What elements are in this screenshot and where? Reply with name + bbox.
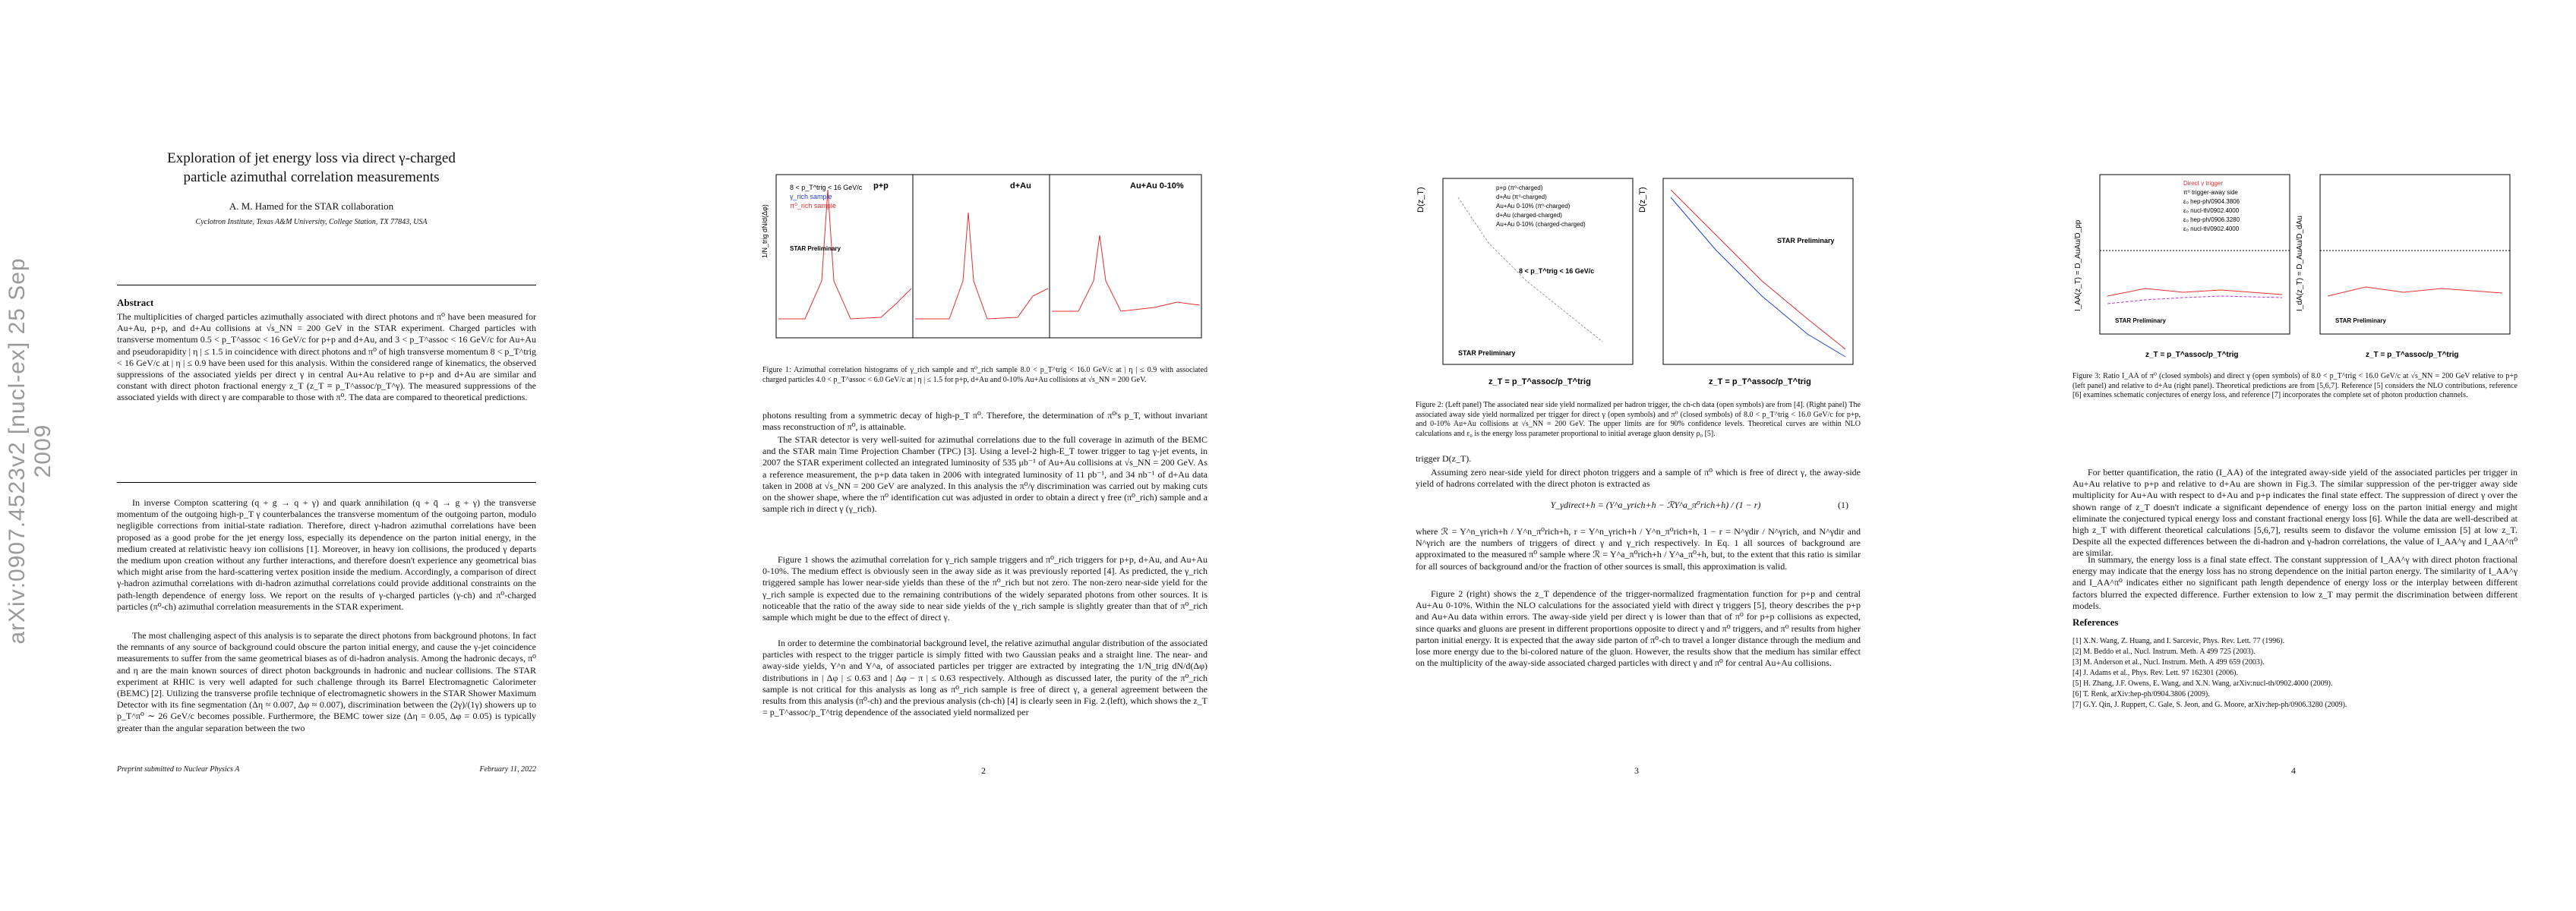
p2-para-c: Figure 1 shows the azimuthal correlation…: [762, 554, 1208, 623]
p4-para-b: In summary, the energy loss is a final s…: [2072, 554, 2518, 611]
equation-1: Y_γdirect+h = (Y^a_γrich+h − ℛY^a_π⁰rich…: [1550, 500, 1761, 510]
page-number: 3: [1634, 765, 1639, 776]
p4-para-a: For better quantification, the ratio (I_…: [2072, 467, 2518, 559]
fig1-legend-gamma: γ_rich sample: [790, 193, 832, 200]
p3-line-a: trigger D(z_T).: [1416, 453, 1472, 464]
page-1: Exploration of jet energy loss via direc…: [99, 0, 554, 911]
p3-para-b: where ℛ = Y^n_γrich+h / Y^n_π⁰rich+h, r …: [1416, 526, 1861, 572]
fig2-star-label: STAR Preliminary: [1458, 349, 1515, 357]
fig2-legend-item: d+Au (charged-charged): [1496, 212, 1562, 219]
fig2-right-ylabel: D(z_T): [1638, 187, 1647, 213]
reference-item: [2] M. Beddo et al., Nucl. Instrum. Meth…: [2072, 648, 2256, 656]
fig2-ylabel: D(z_T): [1416, 187, 1425, 213]
reference-item: [1] X.N. Wang, Z. Huang, and I. Sarcevic…: [2072, 637, 2285, 645]
paper-title: Exploration of jet energy loss via direc…: [167, 150, 456, 185]
fig2-legend-item: p+p (π⁰-charged): [1496, 184, 1543, 191]
p2-para-a: photons resulting from a symmetric decay…: [762, 410, 1208, 433]
fig3-right-ylabel: I_dA(z_T) = D_AuAu/D_dAu: [2296, 216, 2304, 311]
author-line: A. M. Hamed for the STAR collaboration: [229, 200, 394, 212]
fig1-legend-range: 8 < p_T^trig < 16 GeV/c: [790, 184, 863, 191]
fig3-legend-item: ε₀ hep-ph/0904.3806: [2183, 198, 2240, 205]
fig2-right-panel: STAR Preliminary D(z_T) z_T = p_T^assoc/…: [1638, 178, 1854, 386]
abstract-heading: Abstract: [117, 297, 154, 308]
fig2-legend-item: Au+Au 0-10% (charged-charged): [1496, 221, 1586, 228]
abstract-text: The multiplicities of charged particles …: [117, 311, 536, 403]
fig1-star-label: STAR Preliminary: [790, 245, 841, 252]
references-heading: References: [2072, 616, 2119, 628]
intro-para-1: In inverse Compton scattering (q + g → q…: [117, 497, 536, 612]
affiliation: Cyclotron Institute, Texas A&M Universit…: [195, 218, 428, 226]
fig2-right-star: STAR Preliminary: [1777, 237, 1834, 244]
page-4: Direct γ trigger π⁰ trigger-away side ε₀…: [2062, 0, 2525, 911]
p2-para-b: The STAR detector is very well-suited fo…: [762, 434, 1208, 515]
fig1-ylabel: 1/N_trig dN/d(Δφ): [761, 204, 769, 258]
fig2-legend-item: Au+Au 0-10% (π⁰-charged): [1496, 203, 1571, 210]
p2-para-d: In order to determine the combinatorial …: [762, 638, 1208, 718]
fig3-star-label: STAR Preliminary: [2115, 317, 2167, 324]
fig3-right-xlabel: z_T = p_T^assoc/p_T^trig: [2366, 351, 2459, 359]
fig3-legend-item: Direct γ trigger: [2183, 180, 2223, 187]
p3-para-a: Assuming zero near-side yield for direct…: [1416, 467, 1861, 490]
page-number: 2: [981, 765, 986, 776]
figure-1: p+p d+Au Au+Au 0-10% 8 < p_T^trig < 16 G…: [761, 174, 1202, 339]
page-3: p+p (π⁰-charged) d+Au (π⁰-charged) Au+Au…: [1405, 0, 1868, 911]
fig3-legend-item: ε₀ nucl-th/0902.4000: [2183, 225, 2240, 232]
fig1-panel-label: p+p: [873, 181, 889, 191]
figure-2: p+p (π⁰-charged) d+Au (π⁰-charged) Au+Au…: [1416, 178, 1854, 386]
intro-para-2: The most challenging aspect of this anal…: [117, 630, 536, 733]
figure-3-caption: Figure 3: Ratio I_AA of π⁰ (closed symbo…: [2072, 372, 2518, 399]
reference-item: [6] T. Renk, arXiv:hep-ph/0904.3806 (200…: [2072, 690, 2210, 698]
reference-item: [5] H. Zhang, J.F. Owens, E. Wang, and X…: [2072, 679, 2333, 688]
figure-3: Direct γ trigger π⁰ trigger-away side ε₀…: [2074, 174, 2511, 359]
fig2-right-xlabel: z_T = p_T^assoc/p_T^trig: [1709, 377, 1811, 386]
footer-left: Preprint submitted to Nuclear Physics A: [117, 765, 240, 774]
reference-item: [7] G.Y. Qin, J. Ruppert, C. Gale, S. Je…: [2072, 701, 2347, 709]
fig3-right-star: STAR Preliminary: [2335, 317, 2387, 324]
fig2-legend-item: d+Au (π⁰-charged): [1496, 194, 1547, 200]
fig3-right-panel: STAR Preliminary I_dA(z_T) = D_AuAu/D_dA…: [2296, 174, 2511, 359]
fig3-legend-item: ε₀ hep-ph/0906.3280: [2183, 216, 2240, 223]
fig2-xlabel: z_T = p_T^assoc/p_T^trig: [1488, 377, 1591, 386]
footer-right: February 11, 2022: [479, 765, 536, 774]
figure-1-caption: Figure 1: Azimuthal correlation histogra…: [762, 366, 1208, 384]
figure-2-caption: Figure 2: (Left panel) The associated ne…: [1416, 401, 1861, 438]
equation-1-number: (1): [1838, 500, 1848, 510]
fig1-panel-label: d+Au: [1010, 181, 1031, 191]
page-number: 4: [2291, 765, 2296, 776]
fig2-range-label: 8 < p_T^trig < 16 GeV/c: [1519, 267, 1594, 275]
fig2-left-panel: p+p (π⁰-charged) d+Au (π⁰-charged) Au+Au…: [1416, 178, 1634, 386]
arxiv-stamp: arXiv:0907.4523v2 [nucl-ex] 25 Sep 2009: [5, 257, 55, 645]
fig3-legend-item: π⁰ trigger-away side: [2183, 189, 2238, 196]
fig1-panel-auau: Au+Au 0-10%: [1049, 174, 1202, 339]
fig1-panel-dau: d+Au: [912, 174, 1050, 339]
fig1-legend-pi0: π⁰_rich sample: [790, 202, 836, 210]
fig3-left-panel: Direct γ trigger π⁰ trigger-away side ε₀…: [2074, 174, 2290, 359]
fig3-xlabel: z_T = p_T^assoc/p_T^trig: [2145, 351, 2239, 359]
fig1-panel-label: Au+Au 0-10%: [1130, 181, 1184, 191]
p3-para-c: Figure 2 (right) shows the z_T dependenc…: [1416, 588, 1861, 669]
reference-item: [4] J. Adams et al., Phys. Rev. Lett. 97…: [2072, 669, 2238, 677]
fig3-left-ylabel: I_AA(z_T) = D_AuAu/D_pp: [2074, 219, 2082, 311]
reference-item: [3] M. Anderson et al., Nucl. Instrum. M…: [2072, 658, 2265, 667]
rule-bottom: [117, 482, 536, 483]
fig3-legend-item: ε₀ nucl-th/0902.4000: [2183, 207, 2240, 214]
page-2: p+p d+Au Au+Au 0-10% 8 < p_T^trig < 16 G…: [752, 0, 1215, 911]
